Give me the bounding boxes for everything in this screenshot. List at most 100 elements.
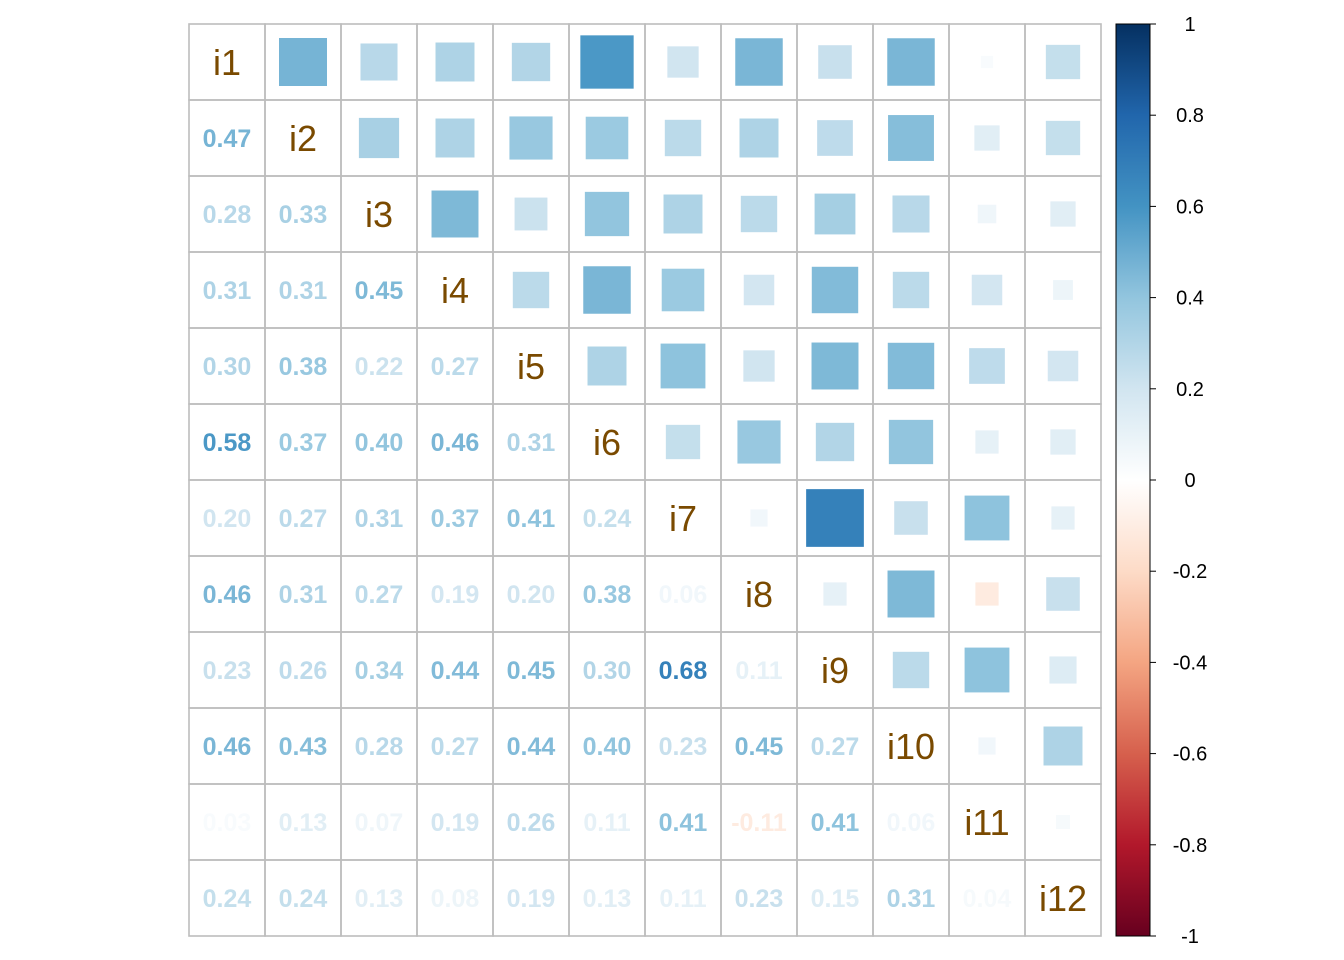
correlation-square bbox=[978, 737, 996, 755]
correlation-value-label: 0.45 bbox=[355, 277, 404, 305]
colorbar-gradient bbox=[1116, 24, 1150, 936]
colorbar-tick-label: -0.4 bbox=[1173, 652, 1207, 674]
correlation-value-label: 0.45 bbox=[735, 733, 784, 761]
correlation-value-label: 0.31 bbox=[355, 505, 404, 533]
correlation-square bbox=[806, 489, 864, 547]
correlation-square bbox=[1050, 201, 1076, 227]
correlation-square bbox=[975, 430, 999, 454]
correlation-value-label: 0.44 bbox=[507, 733, 556, 761]
correlation-square bbox=[980, 55, 994, 69]
correlation-square bbox=[811, 342, 859, 390]
correlation-square bbox=[818, 45, 852, 79]
correlation-square bbox=[1047, 350, 1079, 382]
correlation-square bbox=[435, 42, 475, 82]
correlation-value-label: 0.46 bbox=[203, 581, 252, 609]
correlation-value-label: 0.23 bbox=[735, 885, 784, 913]
cell-border bbox=[1024, 859, 1102, 937]
colorbar-tick-label: 0.6 bbox=[1176, 196, 1204, 218]
correlation-value-label: 0.11 bbox=[659, 885, 706, 913]
correlation-square bbox=[1045, 120, 1081, 156]
correlation-value-label: 0.31 bbox=[279, 581, 328, 609]
correlation-square bbox=[584, 191, 630, 237]
correlation-value-label: 0.24 bbox=[583, 505, 632, 533]
correlation-value-label: 0.27 bbox=[431, 733, 480, 761]
correlation-square bbox=[743, 274, 775, 306]
correlation-square bbox=[431, 190, 479, 238]
correlation-value-label: 0.19 bbox=[431, 581, 480, 609]
colorbar-tick-label: -0.6 bbox=[1173, 744, 1207, 766]
correlation-square bbox=[663, 194, 703, 234]
correlation-square bbox=[815, 422, 855, 462]
correlation-value-label: 0.26 bbox=[279, 657, 328, 685]
correlation-square bbox=[811, 266, 859, 314]
correlation-square bbox=[360, 43, 398, 81]
correlation-value-label: 0.41 bbox=[507, 505, 556, 533]
correlation-value-label: 0.28 bbox=[355, 733, 404, 761]
variable-label: i10 bbox=[887, 726, 935, 767]
correlation-square bbox=[888, 115, 934, 161]
correlation-square bbox=[1043, 726, 1083, 766]
correlation-value-label: 0.40 bbox=[583, 733, 632, 761]
correlation-square bbox=[964, 647, 1010, 693]
correlation-value-label: 0.13 bbox=[583, 885, 632, 913]
correlation-value-label: 0.45 bbox=[507, 657, 556, 685]
correlation-square bbox=[737, 420, 781, 464]
correlation-square bbox=[1046, 577, 1080, 611]
correlation-value-label: 0.11 bbox=[583, 809, 630, 837]
correlation-value-label: 0.34 bbox=[355, 657, 404, 685]
correlation-square bbox=[894, 501, 928, 535]
correlation-value-label: 0.38 bbox=[583, 581, 632, 609]
correlation-square bbox=[735, 38, 783, 86]
variable-label: i4 bbox=[441, 270, 469, 311]
correlation-value-label: 0.30 bbox=[203, 353, 252, 381]
colorbar-tick-label: 0 bbox=[1184, 470, 1195, 492]
correlation-square bbox=[511, 42, 551, 82]
correlation-square bbox=[974, 125, 1000, 151]
correlation-square bbox=[887, 342, 935, 390]
correlation-value-label: 0.27 bbox=[279, 505, 328, 533]
correlation-value-label: 0.24 bbox=[203, 885, 252, 913]
correlation-value-label: 0.33 bbox=[279, 201, 328, 229]
correlation-square bbox=[435, 118, 475, 158]
correlation-square bbox=[1051, 506, 1075, 530]
correlation-value-label: 0.23 bbox=[659, 733, 708, 761]
correlation-value-label: -0.11 bbox=[731, 809, 787, 837]
variable-label: i5 bbox=[517, 346, 545, 387]
variable-label: i11 bbox=[964, 802, 1009, 843]
correlation-square bbox=[887, 38, 935, 86]
correlation-square bbox=[660, 343, 706, 389]
matrix-cells: i1 0.47 i2 0.28 0.33 i3 0.31 0.31 0.45 i4 0.30 0.38… bbox=[188, 23, 1102, 937]
correlation-value-label: 0.46 bbox=[203, 733, 252, 761]
correlation-value-label: 0.47 bbox=[203, 125, 252, 153]
correlation-square bbox=[587, 346, 627, 386]
correlation-square bbox=[665, 424, 701, 460]
colorbar-tick-label: -0.8 bbox=[1173, 835, 1207, 857]
correlation-square bbox=[1045, 44, 1081, 80]
correlation-square bbox=[1053, 280, 1073, 300]
correlation-value-label: 0.28 bbox=[203, 201, 252, 229]
correlation-square bbox=[892, 271, 930, 309]
correlation-value-label: 0.37 bbox=[279, 429, 328, 457]
correlation-value-label: 0.40 bbox=[355, 429, 404, 457]
correlation-value-label: 0.23 bbox=[203, 657, 252, 685]
correlation-value-label: 0.13 bbox=[355, 885, 404, 913]
correlation-square bbox=[975, 582, 999, 606]
correlation-value-label: 0.11 bbox=[735, 657, 782, 685]
colorbar-tick-label: -0.2 bbox=[1173, 561, 1207, 583]
correlation-square bbox=[969, 348, 1005, 384]
correlation-value-label: 0.19 bbox=[431, 809, 480, 837]
correlation-value-label: 0.44 bbox=[431, 657, 480, 685]
correlation-square bbox=[358, 117, 400, 159]
correlation-square bbox=[580, 35, 634, 89]
correlation-square bbox=[892, 195, 930, 233]
correlation-square bbox=[583, 266, 631, 314]
correlation-square bbox=[1056, 815, 1070, 829]
correlation-square bbox=[750, 509, 768, 527]
correlation-square bbox=[512, 271, 550, 309]
correlation-value-label: 0.26 bbox=[507, 809, 556, 837]
correlation-square bbox=[509, 116, 553, 160]
correlation-square bbox=[661, 268, 705, 312]
correlation-value-label: 0.27 bbox=[431, 353, 480, 381]
correlation-square bbox=[964, 495, 1010, 541]
correlation-value-label: 0.27 bbox=[811, 733, 860, 761]
